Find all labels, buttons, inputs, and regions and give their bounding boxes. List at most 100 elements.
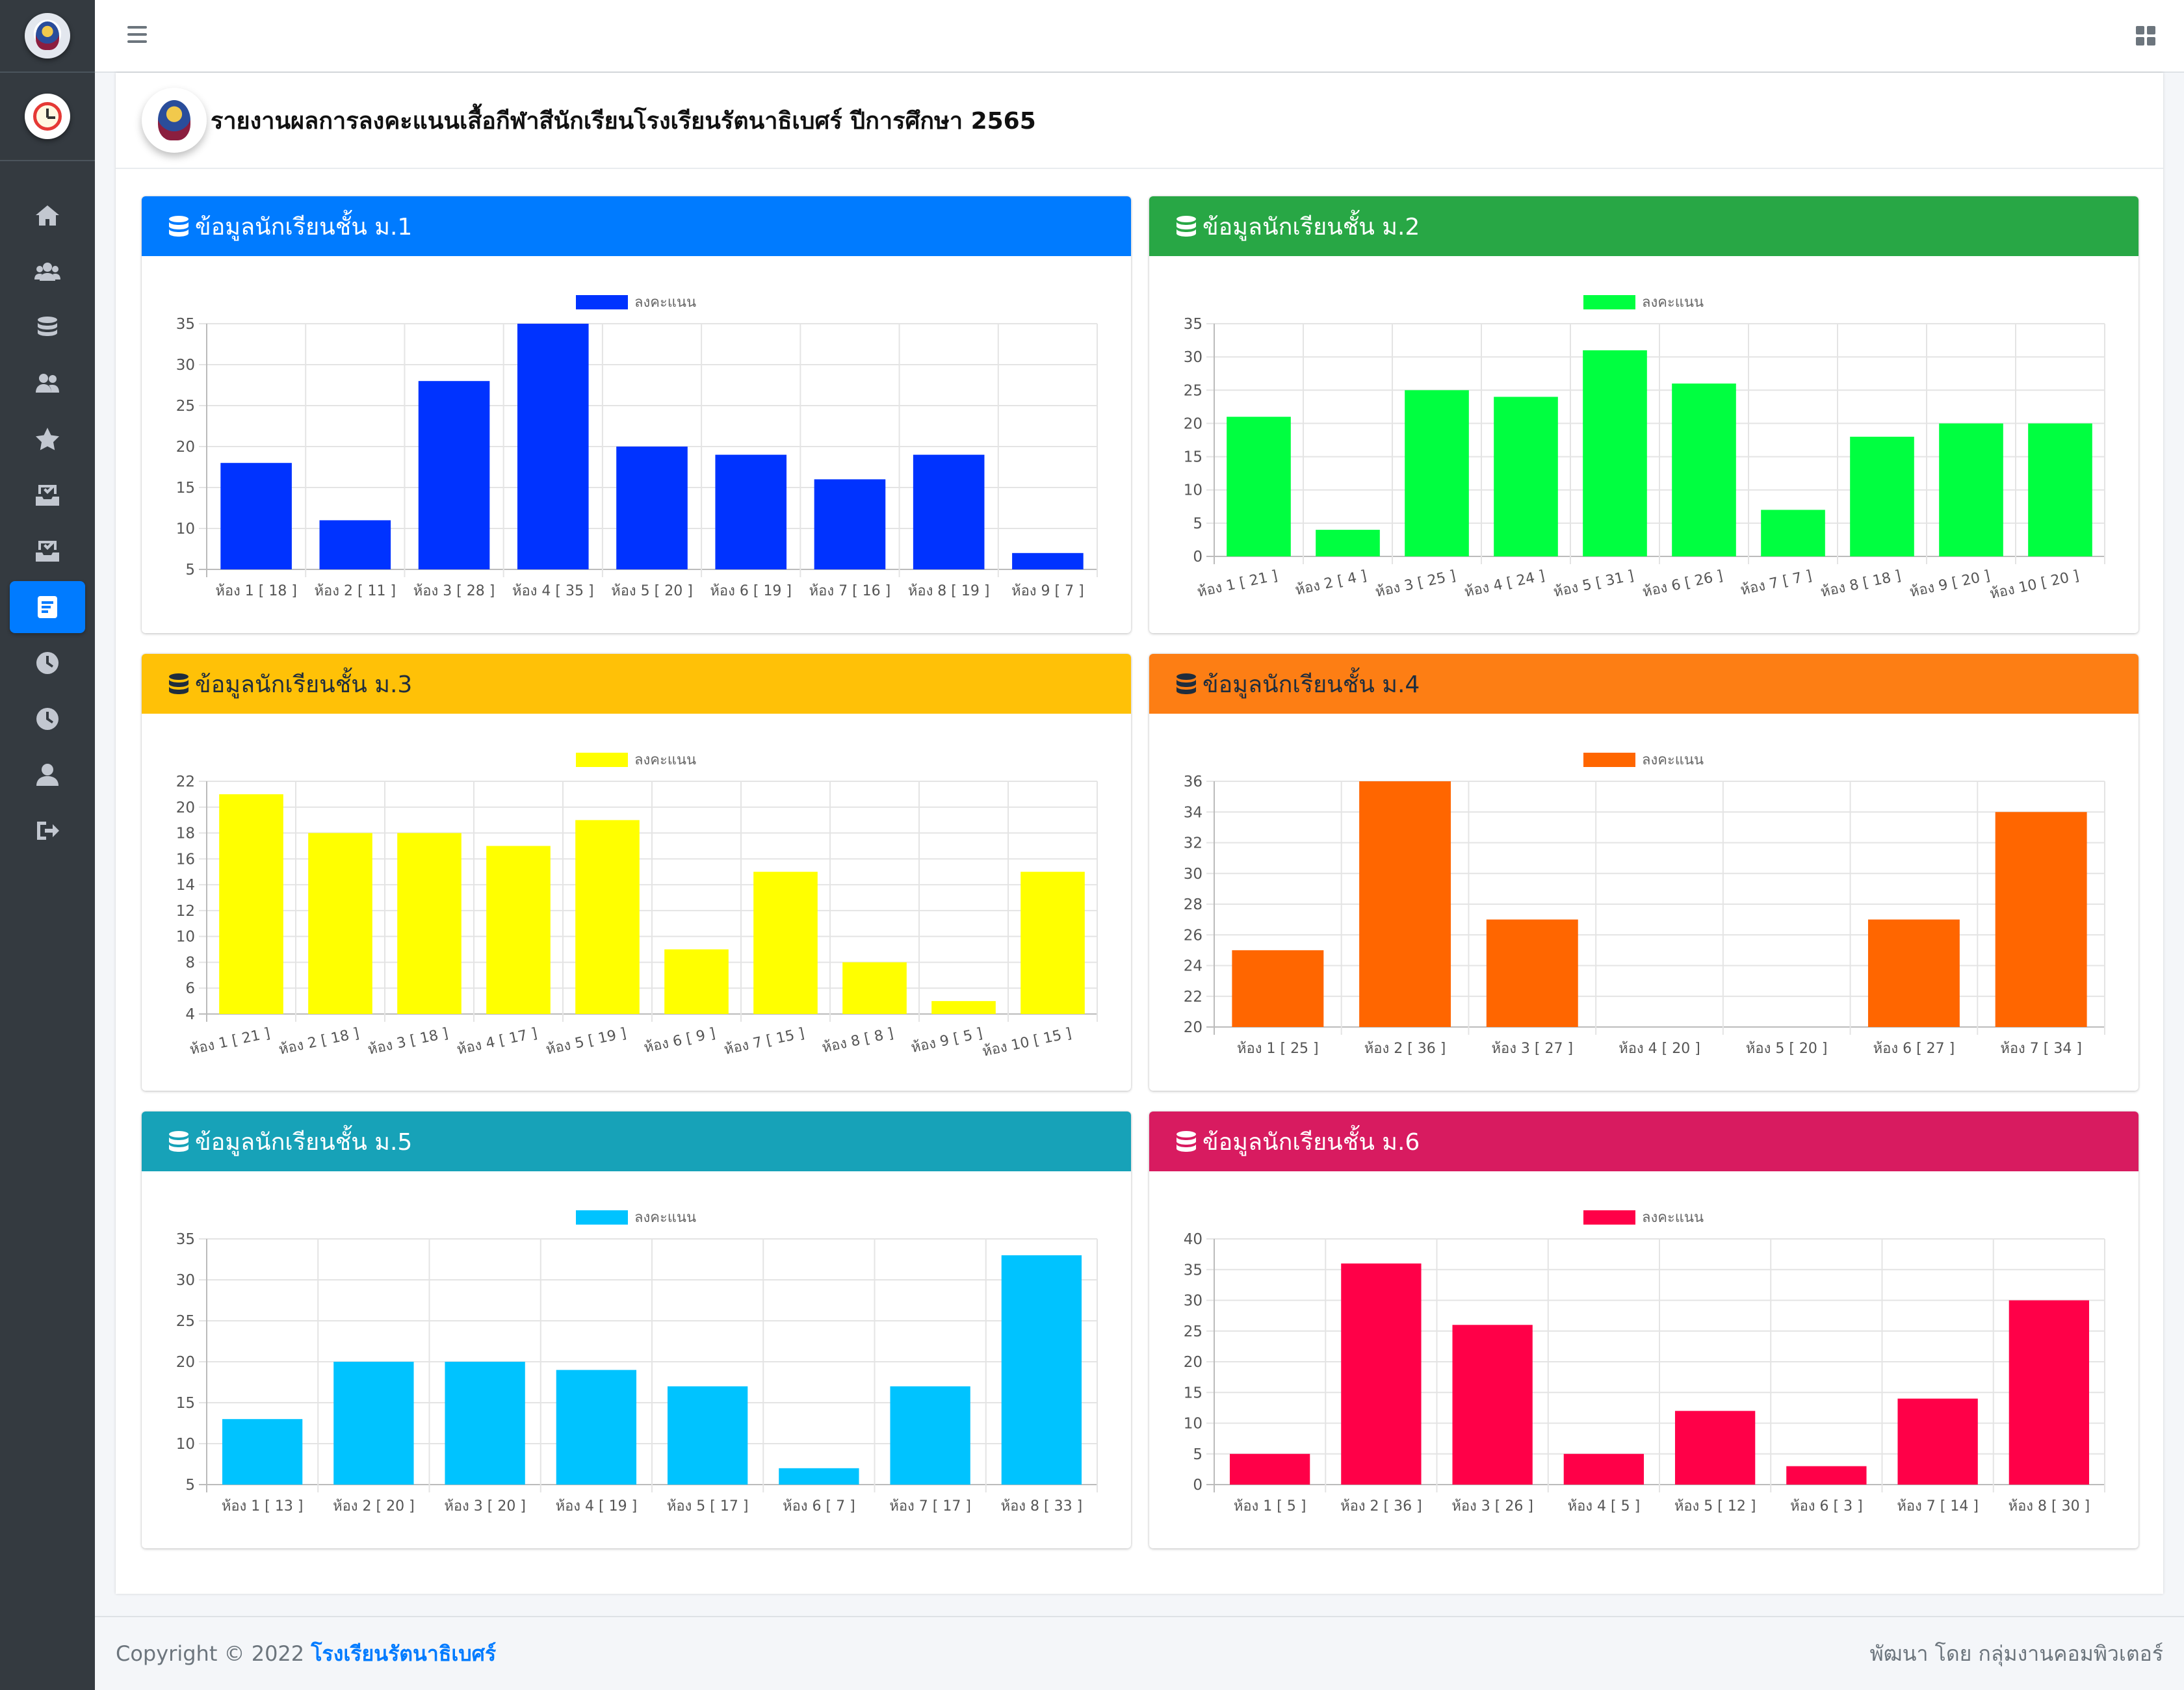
y-tick-label: 30 bbox=[1184, 866, 1202, 883]
bar[interactable] bbox=[1316, 530, 1380, 556]
x-tick-label: ห้อง 8 [ 18 ] bbox=[1819, 567, 1903, 601]
bar[interactable] bbox=[715, 454, 787, 569]
sidebar-item-6[interactable] bbox=[10, 469, 85, 521]
bar[interactable] bbox=[1563, 1453, 1644, 1485]
bar[interactable] bbox=[1786, 1466, 1867, 1485]
bar[interactable] bbox=[2028, 423, 2092, 556]
x-tick-label: ห้อง 1 [ 18 ] bbox=[215, 583, 297, 599]
brand-logo[interactable] bbox=[0, 0, 95, 73]
y-tick-label: 15 bbox=[1184, 1384, 1202, 1401]
sidebar-item-11[interactable] bbox=[10, 749, 85, 801]
bar[interactable] bbox=[517, 324, 589, 569]
bar[interactable] bbox=[1674, 1410, 1756, 1485]
x-tick-label: ห้อง 8 [ 30 ] bbox=[2008, 1498, 2090, 1514]
bar[interactable] bbox=[1341, 1263, 1422, 1485]
bar[interactable] bbox=[1897, 1398, 1978, 1485]
bar[interactable] bbox=[319, 520, 391, 569]
bar[interactable] bbox=[779, 1468, 859, 1485]
sidebar-item-8[interactable] bbox=[10, 581, 85, 633]
bar[interactable] bbox=[753, 872, 818, 1014]
x-tick-label: ห้อง 5 [ 31 ] bbox=[1552, 567, 1635, 601]
apps-grid-icon[interactable] bbox=[2136, 26, 2155, 46]
bar[interactable] bbox=[486, 846, 551, 1014]
y-tick-label: 32 bbox=[1184, 835, 1202, 852]
logout-icon bbox=[37, 822, 59, 840]
y-tick-label: 0 bbox=[1193, 549, 1202, 566]
sidebar-item-4[interactable] bbox=[10, 358, 85, 410]
bar[interactable] bbox=[1020, 872, 1085, 1014]
sidebar-item-1[interactable] bbox=[10, 190, 85, 242]
bar[interactable] bbox=[1232, 950, 1324, 1027]
bar[interactable] bbox=[308, 833, 372, 1014]
sidebar-item-7[interactable] bbox=[10, 525, 85, 577]
chart-legend[interactable]: ลงคะแนน bbox=[576, 752, 696, 768]
chart-card-header: ข้อมูลนักเรียนชั้น ม.4 bbox=[1149, 654, 2138, 714]
chart-legend[interactable]: ลงคะแนน bbox=[1583, 1210, 1704, 1226]
bar[interactable] bbox=[667, 1386, 748, 1485]
bar[interactable] bbox=[664, 949, 729, 1014]
bar[interactable] bbox=[418, 381, 490, 569]
sidebar-item-9[interactable] bbox=[10, 637, 85, 689]
bar[interactable] bbox=[1867, 919, 1960, 1027]
bar[interactable] bbox=[1583, 350, 1647, 556]
bar[interactable] bbox=[1761, 510, 1825, 556]
x-tick-label: ห้อง 4 [ 17 ] bbox=[456, 1025, 539, 1058]
bar[interactable] bbox=[616, 447, 688, 569]
y-tick-label: 5 bbox=[1193, 1446, 1202, 1463]
bar[interactable] bbox=[1494, 396, 1558, 556]
chart-legend[interactable]: ลงคะแนน bbox=[1583, 294, 1704, 311]
x-tick-label: ห้อง 3 [ 26 ] bbox=[1451, 1498, 1533, 1514]
bar[interactable] bbox=[445, 1362, 525, 1485]
bar[interactable] bbox=[1486, 919, 1578, 1027]
bar[interactable] bbox=[1012, 552, 1084, 569]
bar[interactable] bbox=[890, 1386, 970, 1485]
bar[interactable] bbox=[1452, 1325, 1533, 1485]
bar[interactable] bbox=[220, 463, 292, 569]
bar[interactable] bbox=[931, 1001, 996, 1014]
bar[interactable] bbox=[222, 1419, 303, 1485]
bar[interactable] bbox=[556, 1370, 637, 1485]
bar[interactable] bbox=[1995, 812, 2087, 1027]
sidebar-item-5[interactable] bbox=[10, 413, 85, 465]
bar[interactable] bbox=[913, 454, 985, 569]
database-icon bbox=[1176, 216, 1196, 237]
bar[interactable] bbox=[1359, 781, 1451, 1027]
database-icon bbox=[169, 673, 188, 694]
bar[interactable] bbox=[1001, 1255, 1082, 1485]
bar[interactable] bbox=[1850, 436, 1914, 556]
tray-check-icon bbox=[36, 541, 59, 562]
x-tick-label: ห้อง 2 [ 20 ] bbox=[333, 1498, 415, 1514]
bar[interactable] bbox=[219, 794, 283, 1014]
sidebar-item-3[interactable] bbox=[10, 302, 85, 354]
y-tick-label: 30 bbox=[1184, 1293, 1202, 1310]
sidebar-item-2[interactable] bbox=[10, 246, 85, 298]
y-tick-label: 25 bbox=[1184, 382, 1202, 399]
menu-toggle-icon[interactable] bbox=[127, 26, 147, 43]
school-link[interactable]: โรงเรียนรัตนาธิเบศร์ bbox=[311, 1641, 497, 1666]
sidebar-item-10[interactable] bbox=[10, 693, 85, 745]
legend-swatch bbox=[1583, 753, 1635, 767]
bar[interactable] bbox=[2008, 1300, 2090, 1485]
bar[interactable] bbox=[1672, 384, 1736, 556]
sidebar-item-12[interactable] bbox=[10, 805, 85, 857]
x-tick-label: ห้อง 7 [ 34 ] bbox=[2000, 1041, 2082, 1057]
chart-legend[interactable]: ลงคะแนน bbox=[1583, 752, 1704, 768]
x-tick-label: ห้อง 6 [ 3 ] bbox=[1790, 1498, 1863, 1514]
bar[interactable] bbox=[575, 820, 640, 1014]
bar[interactable] bbox=[814, 479, 886, 569]
bar[interactable] bbox=[333, 1362, 414, 1485]
chart-card-2: ข้อมูลนักเรียนชั้น ม.2 ลงคะแนน 0 5 10 15 20 25 3… bbox=[1149, 196, 2138, 633]
bar[interactable] bbox=[1405, 390, 1469, 556]
chart-legend[interactable]: ลงคะแนน bbox=[576, 294, 696, 311]
x-tick-label: ห้อง 8 [ 33 ] bbox=[1001, 1498, 1083, 1514]
bar[interactable] bbox=[1227, 417, 1291, 556]
bar[interactable] bbox=[1939, 423, 2003, 556]
y-tick-label: 15 bbox=[1184, 449, 1202, 466]
bar[interactable] bbox=[397, 833, 462, 1014]
bar[interactable] bbox=[842, 962, 907, 1014]
x-tick-label: ห้อง 5 [ 17 ] bbox=[667, 1498, 749, 1514]
bar[interactable] bbox=[1229, 1453, 1310, 1485]
alarm-clock-icon[interactable] bbox=[25, 94, 70, 139]
chart-legend[interactable]: ลงคะแนน bbox=[576, 1210, 696, 1226]
